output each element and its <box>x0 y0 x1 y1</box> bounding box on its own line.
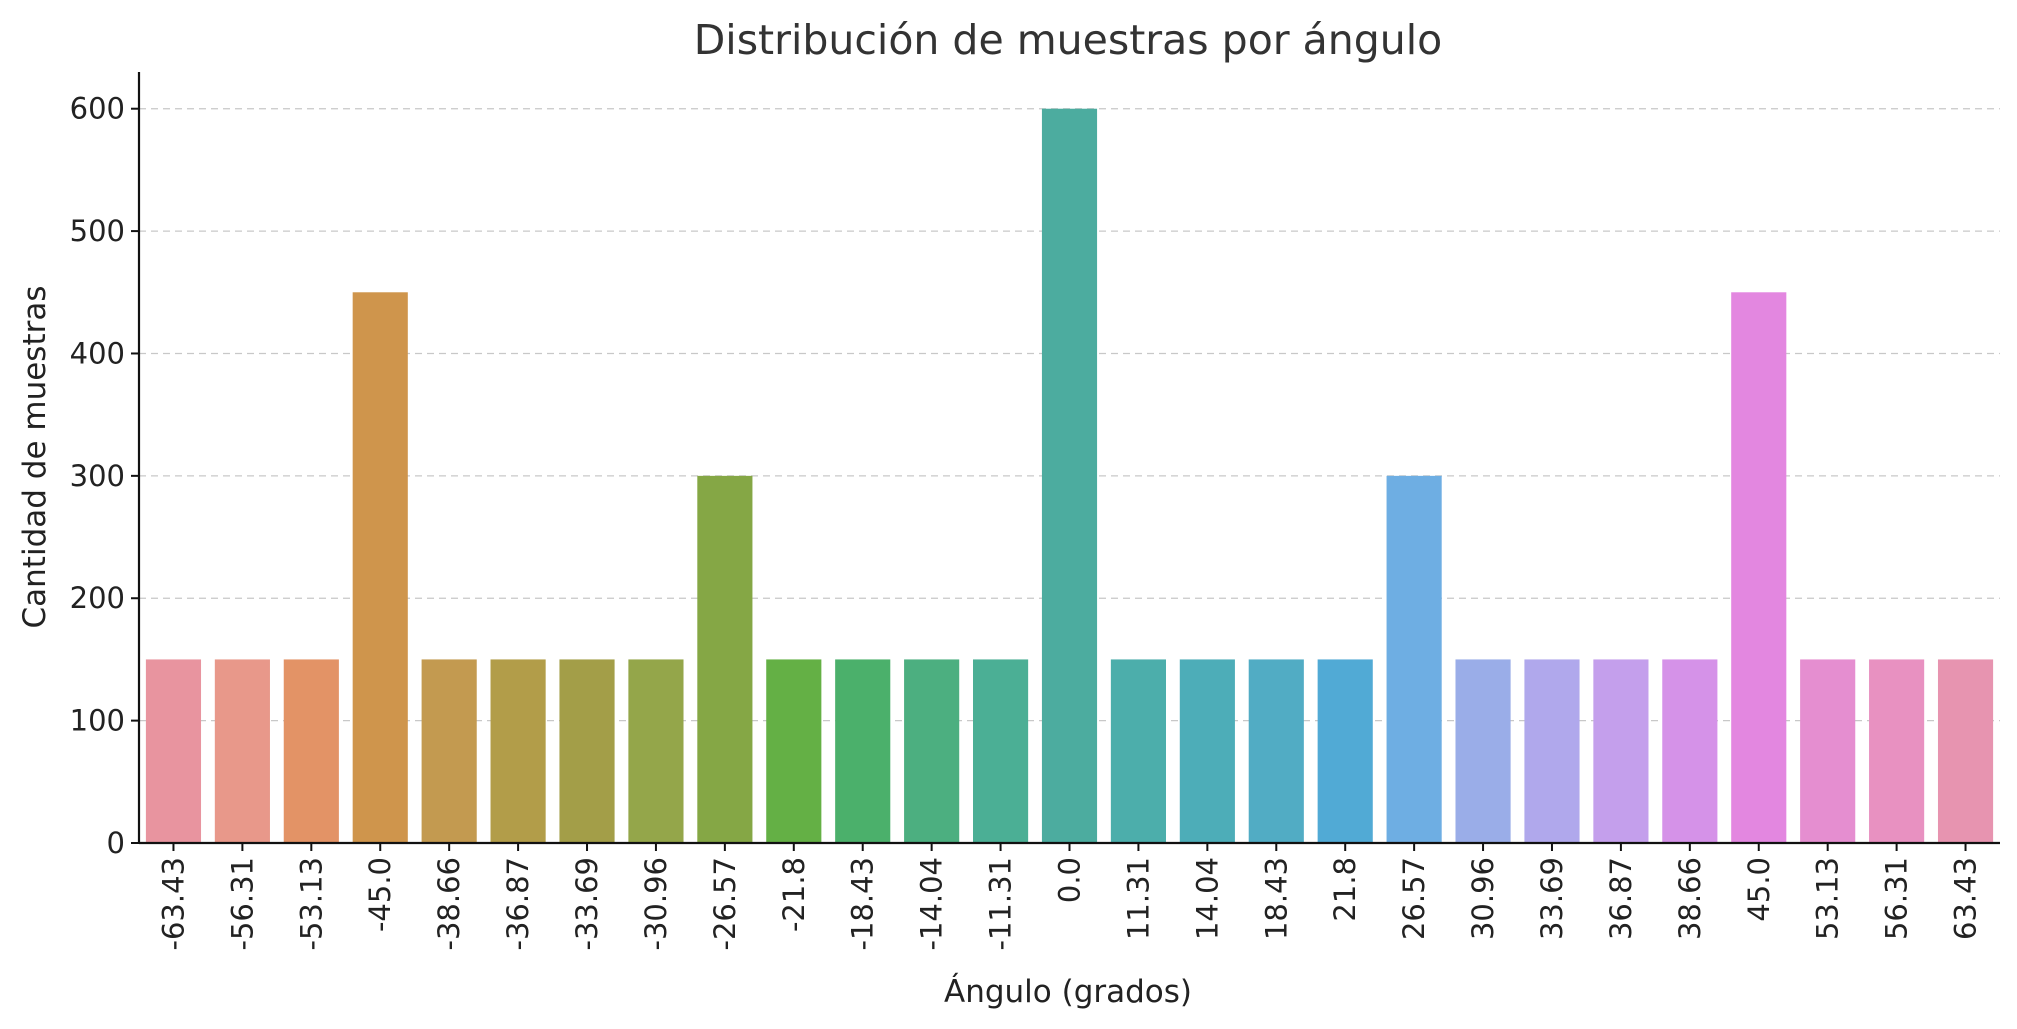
bar-63.43 <box>1937 659 1994 843</box>
y-tick-label: 400 <box>70 336 125 370</box>
bar-26.57 <box>1386 475 1442 843</box>
x-tick-label: 45.0 <box>1742 857 1776 922</box>
x-tick-label: -63.43 <box>156 857 190 951</box>
bar--36.87 <box>490 659 546 843</box>
y-tick-label: 100 <box>70 704 125 738</box>
x-tick-label: -36.87 <box>501 857 535 951</box>
bar-14.04 <box>1179 659 1235 843</box>
x-tick-label: -33.69 <box>570 857 604 951</box>
bar-36.87 <box>1593 659 1649 843</box>
bar--45.0 <box>352 292 408 843</box>
bars <box>145 108 1994 843</box>
y-tick-label: 300 <box>70 459 125 493</box>
x-tick-label: -26.57 <box>708 857 742 951</box>
bar-33.69 <box>1524 659 1580 843</box>
x-tick-label: 33.69 <box>1535 857 1569 940</box>
y-tick-label: 500 <box>70 214 125 248</box>
bar--53.13 <box>283 659 339 843</box>
x-tick-label: 26.57 <box>1397 857 1431 940</box>
y-axis-ticks: 0 100 200 300 400 500 600 <box>70 92 139 860</box>
x-tick-label: 18.43 <box>1259 857 1293 940</box>
bar--38.66 <box>421 659 477 843</box>
y-tick-label: 200 <box>70 581 125 615</box>
bar-30.96 <box>1455 659 1511 843</box>
bar--33.69 <box>559 659 615 843</box>
x-tick-label: -14.04 <box>915 857 949 951</box>
bar-45.0 <box>1731 292 1787 843</box>
x-axis-label: Ángulo (grados) <box>944 974 1192 1010</box>
x-tick-label: -18.43 <box>846 857 880 951</box>
x-tick-label: 56.31 <box>1880 857 1914 940</box>
x-tick-label: 21.8 <box>1328 857 1362 922</box>
x-axis-ticks: -63.43 -56.31 -53.13 -45.0 -38.66 -36.87 -33.6… <box>156 843 1983 951</box>
x-tick-label: -56.31 <box>225 857 259 951</box>
chart-title: Distribución de muestras por ángulo <box>694 16 1443 64</box>
bar--18.43 <box>835 659 891 843</box>
bar-21.8 <box>1317 659 1373 843</box>
bar--11.31 <box>973 659 1029 843</box>
x-tick-label: -30.96 <box>639 857 673 951</box>
x-tick-label: -21.8 <box>777 857 811 932</box>
x-tick-label: 36.87 <box>1604 857 1638 940</box>
bar-53.13 <box>1800 659 1856 843</box>
bar-11.31 <box>1110 659 1166 843</box>
x-tick-label: -45.0 <box>363 857 397 932</box>
bar--56.31 <box>214 659 270 843</box>
x-tick-label: 53.13 <box>1811 857 1845 940</box>
bar-0.0 <box>1041 108 1098 843</box>
x-tick-label: 30.96 <box>1466 857 1500 940</box>
bar--26.57 <box>697 475 753 843</box>
bar--21.8 <box>766 659 822 843</box>
x-tick-label: -38.66 <box>432 857 466 951</box>
x-tick-label: 0.0 <box>1053 857 1087 903</box>
bar-56.31 <box>1869 659 1925 843</box>
x-tick-label: 38.66 <box>1673 857 1707 940</box>
y-tick-label: 600 <box>70 92 125 126</box>
bar--14.04 <box>904 659 960 843</box>
bar--63.43 <box>145 659 202 843</box>
x-tick-label: 11.31 <box>1121 857 1155 940</box>
bar-18.43 <box>1248 659 1304 843</box>
x-tick-label: 14.04 <box>1190 857 1224 940</box>
bar-38.66 <box>1662 659 1718 843</box>
x-tick-label: -53.13 <box>294 857 328 951</box>
x-tick-label: -11.31 <box>984 857 1018 951</box>
y-axis-label: Cantidad de muestras <box>17 286 53 629</box>
bar--30.96 <box>628 659 684 843</box>
x-tick-label: 63.43 <box>1949 857 1983 940</box>
y-tick-label: 0 <box>107 826 125 860</box>
